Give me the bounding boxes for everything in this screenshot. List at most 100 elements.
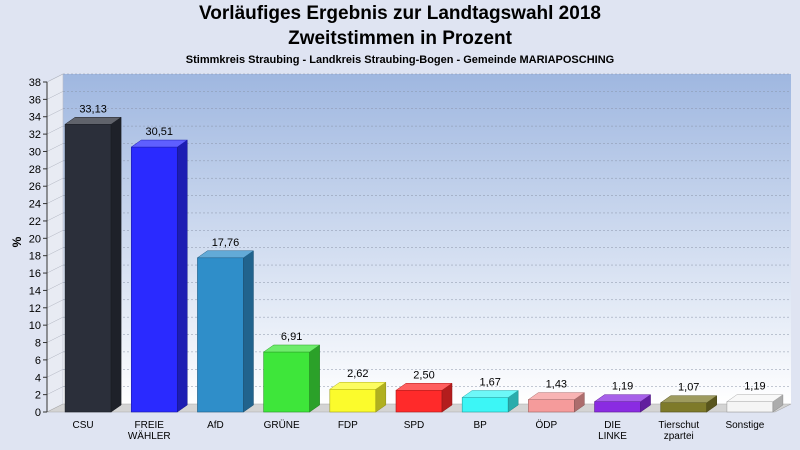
x-tick-label: SPD: [404, 420, 425, 431]
bar-top: [196, 250, 255, 259]
bar-top: [130, 139, 189, 148]
y-tick-label: 32: [29, 129, 41, 141]
gridline-side: [46, 282, 64, 291]
bar-front: [197, 257, 244, 413]
bar-top: [659, 395, 718, 403]
bar-front: [660, 402, 708, 413]
x-tick-label: GRÜNE: [264, 419, 300, 431]
y-tick-label: 2: [35, 390, 41, 402]
y-tick-label: 18: [29, 251, 41, 263]
y-tick-label: 0: [35, 407, 41, 419]
y-tick-label: 34: [29, 112, 41, 124]
bar-value-label: 1,43: [546, 379, 567, 391]
bar-top: [593, 394, 652, 402]
bar-side: [309, 344, 320, 413]
x-tick-label: Sonstige: [725, 420, 764, 431]
gridline-side: [46, 160, 64, 170]
bar: [659, 395, 718, 413]
x-tick-label: Tierschut: [658, 420, 699, 431]
bar: [527, 392, 586, 413]
y-tick-label: 26: [29, 181, 41, 193]
gridline-side: [46, 247, 64, 256]
bar-value-label: 33,13: [79, 103, 107, 115]
bar-value-label: 1,67: [479, 376, 500, 388]
y-tick-label: 36: [29, 94, 41, 106]
bar-front: [130, 146, 178, 413]
y-tick-label: 12: [29, 303, 41, 315]
gridline-side: [46, 212, 64, 222]
y-tick-label: 28: [29, 164, 41, 176]
bar-value-label: 2,50: [413, 369, 434, 381]
gridline-side: [46, 264, 64, 274]
bar-top: [64, 117, 122, 125]
bar-side: [110, 116, 122, 413]
chart-title: Vorläufiges Ergebnis zur Landtagswahl 20…: [199, 3, 601, 24]
gridline-side: [46, 177, 64, 187]
bar: [726, 394, 784, 413]
bar-value-label: 30,51: [146, 126, 174, 138]
gridline-side: [46, 230, 64, 239]
bar-value-label: 1,19: [744, 381, 765, 393]
bar: [593, 394, 652, 413]
bar-value-label: 1,19: [612, 381, 633, 393]
gridline-side: [46, 316, 64, 326]
y-tick-label: 30: [29, 146, 41, 158]
bar: [64, 116, 122, 413]
gridline-side: [46, 334, 64, 343]
bar-top: [726, 394, 784, 402]
bar-front: [395, 389, 443, 413]
plot-side-wall: [46, 73, 64, 413]
x-tick-label: BP: [474, 420, 488, 431]
chart-subtitle: Zweitstimmen in Prozent: [288, 28, 512, 49]
bar-value-label: 2,62: [347, 368, 368, 380]
bar: [196, 250, 255, 413]
bar-front: [528, 399, 575, 413]
bar-top: [461, 390, 519, 398]
gridline-side: [46, 351, 64, 361]
y-tick-label: 8: [35, 338, 41, 350]
y-tick-label: 22: [29, 216, 41, 228]
y-tick-label: 16: [29, 268, 41, 280]
gridline-side: [46, 299, 64, 309]
gridline-side: [46, 91, 64, 100]
y-tick-label: 4: [35, 372, 41, 384]
y-axis-label: %: [10, 236, 24, 247]
x-tick-label: CSU: [73, 420, 94, 431]
bar: [130, 139, 189, 413]
y-tick-label: 14: [29, 285, 41, 297]
bar-side: [177, 139, 188, 413]
bar-value-label: 17,76: [212, 237, 240, 249]
bar-top: [329, 381, 387, 390]
gridline-side: [46, 386, 64, 395]
bar-side: [243, 250, 254, 413]
bar-front: [64, 123, 112, 413]
bar-front: [329, 388, 377, 413]
bar-front: [594, 401, 641, 413]
bar: [461, 390, 519, 413]
bar-top: [395, 383, 453, 391]
bar-value-label: 6,91: [281, 331, 302, 343]
chart-region-subtitle: Stimmkreis Straubing - Landkreis Straubi…: [185, 54, 615, 66]
x-tick-label: AfD: [207, 420, 224, 431]
y-tick-label: 20: [29, 233, 41, 245]
gridline-side: [46, 195, 64, 204]
gridline-side: [46, 143, 64, 152]
y-tick-label: 38: [29, 77, 41, 89]
bar-front: [263, 351, 310, 413]
x-tick-label: DIE: [604, 420, 621, 431]
x-tick-label: zpartei: [664, 431, 694, 442]
gridline-side: [46, 369, 64, 378]
x-tick-label: ÖDP: [536, 419, 558, 431]
x-tick-label: FDP: [338, 420, 358, 431]
bar-front: [461, 397, 509, 413]
x-tick-label: LINKE: [598, 431, 627, 442]
gridline-side: [46, 73, 64, 83]
bar-front: [726, 401, 774, 413]
y-tick-label: 24: [29, 199, 41, 211]
bar-value-label: 1,07: [678, 382, 699, 394]
bar-top: [262, 344, 321, 353]
bar: [395, 382, 453, 413]
bar: [262, 344, 321, 413]
x-tick-label: WÄHLER: [128, 430, 171, 442]
